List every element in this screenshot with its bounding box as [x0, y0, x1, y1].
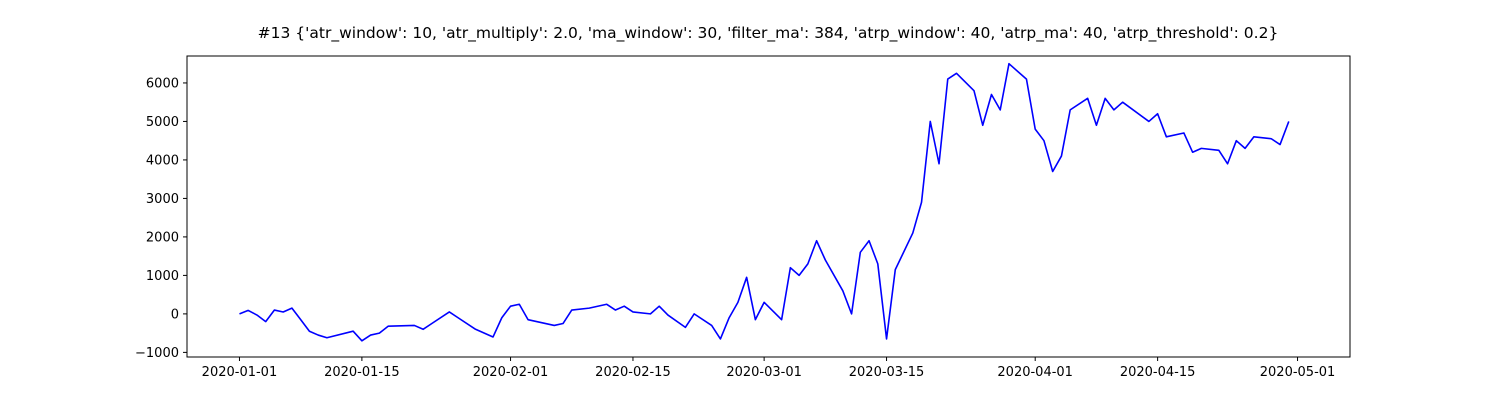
y-tick-label: 2000: [146, 230, 179, 245]
x-tick-label: 2020-04-01: [997, 365, 1073, 380]
x-tick-label: 2020-03-15: [849, 365, 925, 380]
x-tick-label: 2020-03-01: [726, 365, 802, 380]
x-tick-label: 2020-01-01: [202, 365, 278, 380]
chart-title: #13 {'atr_window': 10, 'atr_multiply': 2…: [258, 24, 1279, 43]
x-tick-label: 2020-04-15: [1120, 365, 1196, 380]
x-tick-label: 2020-02-01: [473, 365, 549, 380]
y-tick-label: −1000: [135, 346, 179, 361]
data-line: [239, 62, 1290, 342]
x-tick-label: 2020-05-01: [1260, 365, 1336, 380]
y-tick-label: 1000: [146, 269, 179, 284]
y-tick-label: 5000: [146, 115, 179, 130]
x-tick-label: 2020-01-15: [324, 365, 400, 380]
y-tick-label: 0: [171, 307, 179, 322]
x-tick-label: 2020-02-15: [595, 365, 671, 380]
y-tick-label: 4000: [146, 153, 179, 168]
plot-frame: [186, 55, 1351, 358]
y-tick-label: 3000: [146, 192, 179, 207]
y-tick-label: 6000: [146, 76, 179, 91]
